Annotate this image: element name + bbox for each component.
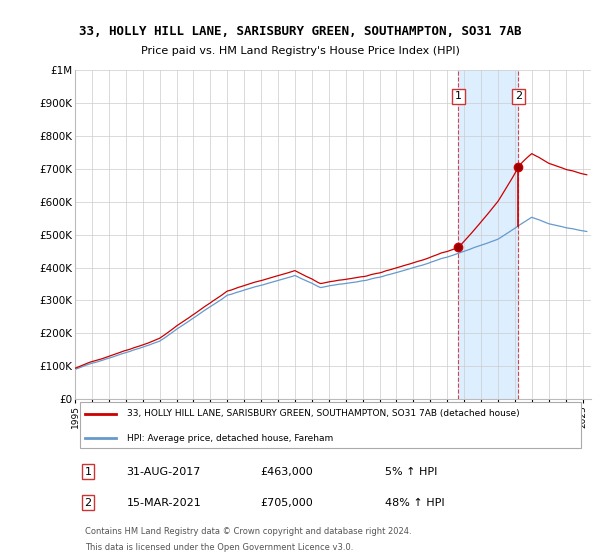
Text: 48% ↑ HPI: 48% ↑ HPI bbox=[385, 498, 444, 508]
Text: 1: 1 bbox=[455, 91, 462, 101]
Text: £463,000: £463,000 bbox=[261, 466, 314, 477]
Text: Price paid vs. HM Land Registry's House Price Index (HPI): Price paid vs. HM Land Registry's House … bbox=[140, 46, 460, 56]
Text: 33, HOLLY HILL LANE, SARISBURY GREEN, SOUTHAMPTON, SO31 7AB (detached house): 33, HOLLY HILL LANE, SARISBURY GREEN, SO… bbox=[127, 409, 519, 418]
Text: 33, HOLLY HILL LANE, SARISBURY GREEN, SOUTHAMPTON, SO31 7AB: 33, HOLLY HILL LANE, SARISBURY GREEN, SO… bbox=[79, 25, 521, 38]
Text: 2: 2 bbox=[85, 498, 91, 508]
Text: This data is licensed under the Open Government Licence v3.0.: This data is licensed under the Open Gov… bbox=[85, 543, 353, 552]
Text: Contains HM Land Registry data © Crown copyright and database right 2024.: Contains HM Land Registry data © Crown c… bbox=[85, 527, 412, 536]
Text: 2: 2 bbox=[515, 91, 522, 101]
Text: £705,000: £705,000 bbox=[261, 498, 314, 508]
Text: 1: 1 bbox=[85, 466, 91, 477]
Text: HPI: Average price, detached house, Fareham: HPI: Average price, detached house, Fare… bbox=[127, 433, 333, 442]
Bar bbox=[458, 70, 518, 399]
Text: 5% ↑ HPI: 5% ↑ HPI bbox=[385, 466, 437, 477]
Text: 31-AUG-2017: 31-AUG-2017 bbox=[127, 466, 201, 477]
Text: 15-MAR-2021: 15-MAR-2021 bbox=[127, 498, 202, 508]
FancyBboxPatch shape bbox=[80, 402, 581, 449]
